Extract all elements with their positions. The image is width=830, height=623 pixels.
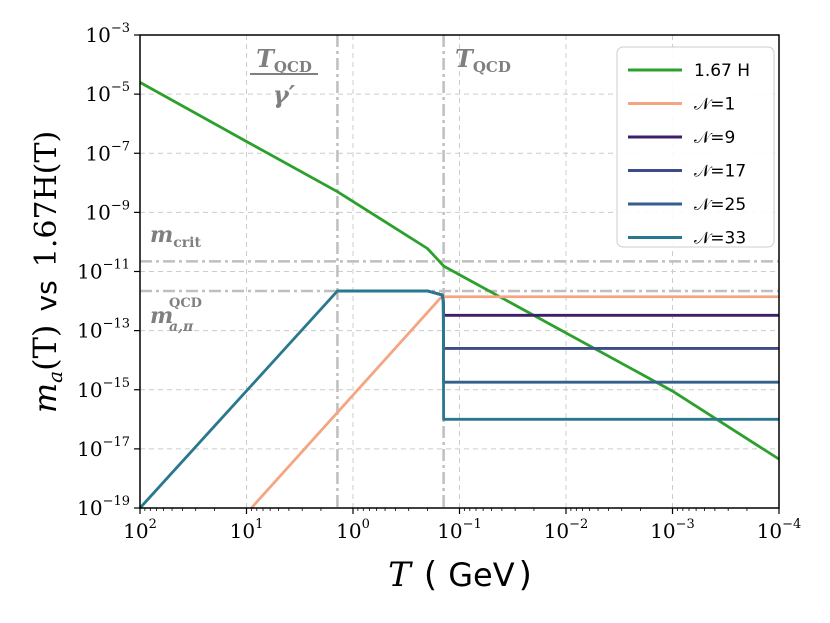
reference-lines: [140, 35, 779, 508]
y-tick-base: 10: [77, 260, 102, 284]
y-tick-base: 10: [85, 82, 110, 106]
series-line-0: [139, 81, 780, 461]
series-layer: [138, 81, 780, 509]
x-label-paren-open: (: [424, 555, 437, 595]
annotation-tqcd-over-gamma: TQCD γ′: [250, 44, 318, 109]
legend: 1.67 H 𝒩=1 𝒩=9 𝒩=17 𝒩=25 𝒩=33: [616, 46, 775, 249]
y-tick-label: 10−3: [85, 21, 130, 47]
y-tick-base: 10: [85, 23, 110, 47]
x-label-paren-close: ): [519, 555, 532, 595]
svg-text:TQCD: TQCD: [256, 44, 312, 76]
series-line-5: [138, 289, 779, 509]
y-label-vs: vs: [30, 280, 63, 311]
x-tick-base: 10: [544, 519, 569, 543]
legend-items: 1.67 H 𝒩=1 𝒩=9 𝒩=17 𝒩=25 𝒩=33: [628, 61, 750, 249]
x-tick-exp: −2: [569, 517, 588, 532]
legend-label: 𝒩=17: [694, 162, 746, 182]
legend-label: 𝒩=33: [694, 229, 746, 249]
x-tick-exp: 2: [149, 517, 157, 532]
y-label-rhs: 1.67H(T): [29, 131, 64, 267]
tqcd-gamma-denominator: γ′: [273, 80, 296, 109]
x-tick-exp: −4: [782, 517, 801, 532]
y-label-lhs-sub: a: [43, 371, 67, 383]
y-tick-base: 10: [77, 378, 102, 402]
y-tick-base: 10: [77, 319, 102, 343]
annotation-tqcd: TQCD: [455, 44, 511, 76]
legend-label: 1.67 H: [694, 61, 750, 81]
legend-label: 𝒩=25: [694, 195, 746, 215]
y-tick-label: 10−9: [85, 198, 130, 224]
x-axis-label: T ( GeV): [388, 555, 532, 595]
y-tick-exp: −15: [103, 376, 130, 391]
x-tick-exp: 1: [255, 517, 263, 532]
tqcd-symbol: T: [455, 44, 475, 73]
x-tick-base: 10: [336, 519, 361, 543]
y-tick-exp: −11: [103, 258, 130, 273]
y-tick-label: 10−7: [85, 139, 130, 165]
series-line-4: [337, 289, 779, 384]
x-tick-base: 10: [650, 519, 675, 543]
y-axis-label: ma(T) vs 1.67H(T): [26, 131, 67, 413]
x-tick-exp: 0: [362, 517, 370, 532]
x-tick-base: 10: [230, 519, 255, 543]
series-line-2: [337, 289, 779, 317]
x-tick-label: 10−1: [437, 517, 482, 543]
y-tick-exp: −7: [111, 139, 130, 154]
x-tick-label: 10−4: [757, 517, 802, 543]
legend-box: [616, 46, 775, 248]
y-tick-base: 10: [77, 496, 102, 520]
y-tick-label: 10−11: [77, 258, 130, 284]
y-tick-exp: −17: [103, 435, 130, 450]
legend-label: 𝒩=9: [694, 128, 735, 148]
y-tick-exp: −19: [103, 494, 130, 509]
annotation-mcrit: mcrit: [150, 222, 202, 251]
tick-layer: 102 101 100 10−1 10−2 10−3 10−410−1910−1710−15…: [77, 21, 801, 543]
tqcd-gamma-numerator: T: [256, 44, 276, 73]
y-tick-base: 10: [85, 200, 110, 224]
tqcd-gamma-numerator-sub: QCD: [274, 58, 312, 76]
y-tick-exp: −5: [111, 80, 130, 95]
y-tick-base: 10: [85, 141, 110, 165]
y-tick-label: 10−13: [77, 317, 130, 343]
x-label-var: T: [388, 555, 413, 595]
x-tick-base: 10: [123, 519, 148, 543]
y-tick-exp: −13: [103, 317, 130, 332]
x-tick-base: 10: [757, 519, 782, 543]
annotation-ma-qcd: m QCD a,π: [150, 296, 202, 335]
maqcd-symbol: m: [150, 303, 173, 329]
y-label-lhs-arg: (T): [26, 325, 64, 371]
y-tick-label: 10−17: [77, 435, 130, 461]
y-tick-label: 10−15: [77, 376, 130, 402]
y-tick-exp: −9: [111, 198, 130, 213]
y-tick-exp: −3: [111, 21, 130, 36]
x-tick-exp: −1: [463, 517, 482, 532]
y-label-lhs: m: [26, 383, 64, 413]
x-tick-label: 10−3: [650, 517, 695, 543]
mcrit-sub: crit: [173, 235, 201, 251]
maqcd-sup: QCD: [169, 296, 202, 311]
series-line-1: [250, 295, 779, 509]
x-tick-label: 102: [123, 517, 157, 543]
x-label-unit: GeV: [448, 556, 514, 594]
y-tick-base: 10: [77, 437, 102, 461]
x-tick-label: 100: [336, 517, 370, 543]
maqcd-sub: a,π: [169, 319, 194, 335]
x-tick-label: 10−2: [544, 517, 589, 543]
legend-label: 𝒩=1: [694, 95, 735, 115]
y-tick-label: 10−5: [85, 80, 130, 106]
x-tick-exp: −3: [676, 517, 695, 532]
y-tick-label: 10−19: [77, 494, 130, 520]
tqcd-sub: QCD: [473, 58, 511, 76]
x-tick-base: 10: [437, 519, 462, 543]
x-tick-label: 101: [230, 517, 264, 543]
mcrit-symbol: m: [150, 222, 173, 248]
